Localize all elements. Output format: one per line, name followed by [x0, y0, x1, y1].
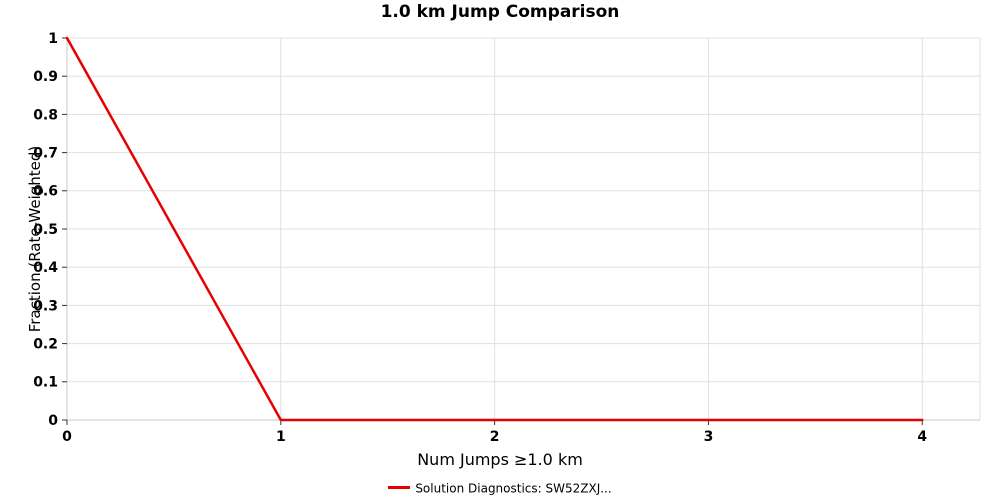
svg-text:0.8: 0.8 — [33, 107, 58, 123]
svg-text:1: 1 — [48, 31, 58, 47]
svg-text:0: 0 — [62, 429, 72, 445]
x-axis-label: Num Jumps ≥1.0 km — [417, 450, 583, 469]
series-line — [65, 36, 924, 422]
svg-text:0: 0 — [48, 413, 58, 429]
svg-text:3: 3 — [704, 429, 714, 445]
svg-text:0.2: 0.2 — [33, 337, 58, 353]
chart-title: 1.0 km Jump Comparison — [380, 2, 620, 22]
svg-text:0.9: 0.9 — [33, 69, 58, 85]
svg-text:1: 1 — [276, 429, 286, 445]
svg-text:4: 4 — [917, 429, 927, 445]
legend: Solution Diagnostics: SW52ZXJ... — [0, 481, 1000, 496]
legend-line-swatch — [388, 486, 411, 489]
svg-text:0.3: 0.3 — [33, 298, 58, 314]
chart-svg: 0 1 2 3 4 0 0.1 0.2 0.3 0.4 0.5 0.6 0.7 0.8 0.9 1 — [33, 31, 981, 445]
svg-text:2: 2 — [490, 429, 500, 445]
svg-text:0.4: 0.4 — [33, 260, 58, 276]
legend-label: Solution Diagnostics: SW52ZXJ... — [415, 481, 612, 496]
svg-text:0.6: 0.6 — [33, 184, 58, 200]
svg-text:0.5: 0.5 — [33, 222, 58, 238]
svg-text:0.7: 0.7 — [33, 146, 58, 162]
svg-text:0.1: 0.1 — [33, 375, 58, 391]
